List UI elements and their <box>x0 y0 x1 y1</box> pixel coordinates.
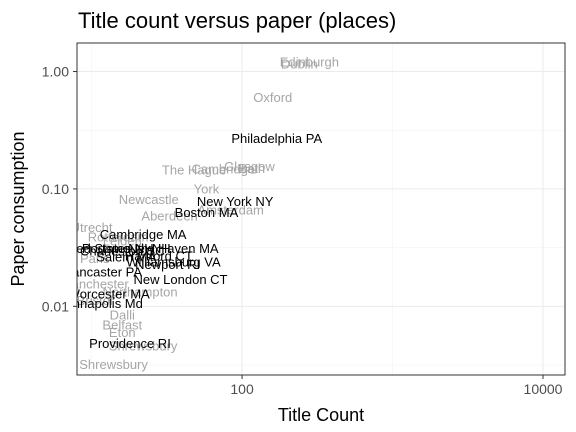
point-label: Paris <box>80 251 110 266</box>
point-label: Shrewsbury <box>109 338 178 353</box>
point-label: Utrecht <box>71 220 113 235</box>
point-label: Salem MA <box>96 250 156 265</box>
point-label: Shrewsbury <box>79 357 148 372</box>
point-label: Belfast <box>102 318 142 333</box>
point-label: Portsmouth NH <box>82 241 171 256</box>
point-label: Boston MA <box>175 205 239 220</box>
point-label: Oxford <box>253 90 292 105</box>
point-label: Bristol <box>77 293 113 308</box>
plot-panel-border <box>76 42 566 376</box>
point-label: Aberdeen <box>141 208 197 223</box>
point-label: Cambridge MA <box>100 227 187 242</box>
axis-ticks: 100 10000 0.01 0.10 1.00 <box>42 64 563 397</box>
point-label: Worcester MA <box>68 287 150 302</box>
point-label: Philadelphia PA <box>231 131 322 146</box>
point-label: Dalli <box>110 308 135 323</box>
point-label: Charleston SC <box>80 244 165 259</box>
point-label: Rotterdam <box>88 229 149 244</box>
point-label: Bath <box>238 161 265 176</box>
point-label: Cambridge <box>191 161 255 176</box>
y-tick-label: 1.00 <box>42 64 69 80</box>
x-tick-label: 100 <box>230 381 254 397</box>
point-label: Providence RI <box>89 336 171 351</box>
point-label: United States NH <box>53 241 153 256</box>
point-label: Glasgow <box>224 159 275 174</box>
point-label: Newcastle <box>119 192 179 207</box>
point-label: Edinburgh <box>280 55 339 70</box>
grid-lines <box>77 43 565 375</box>
y-tick-label: 0.01 <box>42 298 69 314</box>
point-label: Amsterdam <box>197 203 263 218</box>
point-label: New London CT <box>134 272 228 287</box>
point-label: New York NY <box>197 194 274 209</box>
point-label: Manchester <box>61 276 130 291</box>
point-label: Northampton <box>102 284 177 299</box>
point-label: Annapolis Md <box>64 296 143 311</box>
point-label: Hartford CT <box>125 249 193 264</box>
point-label: York <box>194 181 220 196</box>
point-label: Lancaster PA <box>65 264 142 279</box>
point-label: Dublin <box>281 56 318 71</box>
point-label: Leiden <box>103 234 142 249</box>
x-axis-title: Title Count <box>278 405 364 425</box>
point-label: Williamsburg VA <box>126 255 221 270</box>
y-tick-label: 0.10 <box>42 181 69 197</box>
point-label: New Haven MA <box>128 241 219 256</box>
point-label: Eton <box>109 325 136 340</box>
x-tick-label: 10000 <box>524 381 563 397</box>
point-label: Newport RI <box>135 257 200 272</box>
chart-title: Title count versus paper (places) <box>78 8 396 33</box>
y-axis-title: Paper consumption <box>8 131 28 286</box>
point-label: The Hague <box>162 162 226 177</box>
